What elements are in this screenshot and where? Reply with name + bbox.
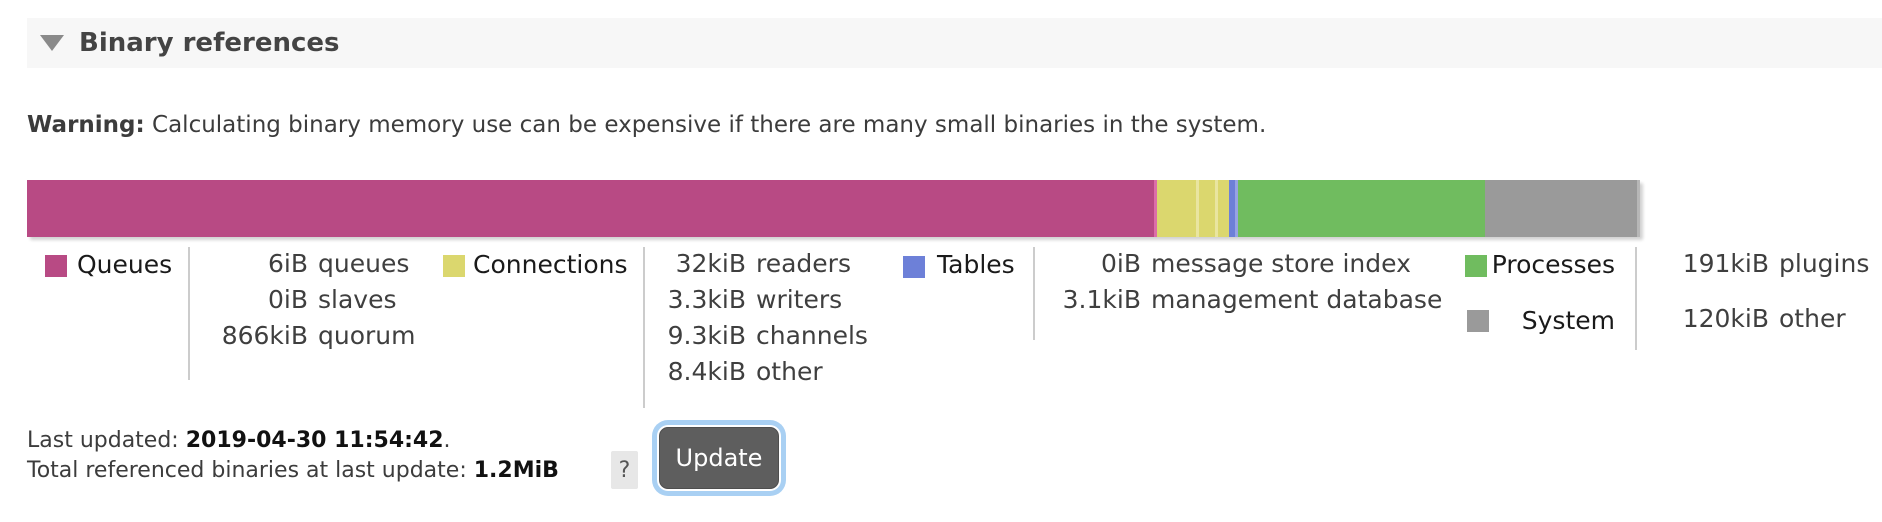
- value-queues: 6iB: [267, 249, 308, 278]
- legend-value-row: 866kiB quorum: [200, 322, 416, 350]
- legend-divider: [643, 247, 645, 408]
- bar-segment-queues[interactable]: [27, 180, 1154, 237]
- bar-segment-system[interactable]: [1485, 180, 1637, 237]
- collapse-arrow-icon: [40, 35, 64, 51]
- name-sys-other: other: [1779, 304, 1846, 333]
- legend-divider: [188, 247, 190, 380]
- bar-segment-connections-other[interactable]: [1218, 180, 1229, 237]
- connections-swatch: [443, 255, 465, 277]
- legend-value-row: 32kiB readers: [656, 250, 851, 278]
- tables-label: Tables: [937, 250, 1015, 279]
- name-conn-other: other: [756, 357, 823, 386]
- name-plugins: plugins: [1779, 249, 1870, 278]
- legend-divider: [1033, 247, 1035, 340]
- system-swatch: [1467, 310, 1489, 332]
- value-quorum: 866kiB: [221, 321, 308, 350]
- bar-segment-connections-readers[interactable]: [1157, 180, 1196, 237]
- value-conn-other: 8.4kiB: [667, 357, 746, 386]
- system-label: System: [1521, 306, 1615, 335]
- bar-segment-tables-mgmt[interactable]: [1235, 180, 1238, 237]
- name-quorum: quorum: [318, 321, 416, 350]
- total-value: 1.2MiB: [473, 458, 559, 483]
- update-button[interactable]: Update: [659, 427, 779, 489]
- warning-text: Warning: Calculating binary memory use c…: [27, 112, 1266, 138]
- value-channels: 9.3kiB: [667, 321, 746, 350]
- tables-swatch: [903, 256, 925, 278]
- name-channels: channels: [756, 321, 868, 350]
- last-updated-line: Last updated: 2019-04-30 11:54:42.: [27, 428, 451, 453]
- help-tooltip-button[interactable]: ?: [611, 451, 638, 489]
- legend-value-row: 120kiB other: [1659, 305, 1846, 333]
- queues-swatch: [45, 255, 67, 277]
- name-msg-store-index: message store index: [1151, 249, 1411, 278]
- bar-segment-system-edge[interactable]: [1637, 180, 1640, 237]
- warning-body: Calculating binary memory use can be exp…: [144, 112, 1267, 138]
- legend-divider: [1635, 247, 1637, 350]
- bar-segment-processes[interactable]: [1238, 180, 1485, 237]
- bar-segment-tables-index[interactable]: [1229, 180, 1235, 237]
- section-header-binary-references[interactable]: Binary references: [27, 18, 1882, 68]
- queues-label: Queues: [77, 250, 173, 279]
- value-mgmt-db: 3.1kiB: [1062, 285, 1141, 314]
- last-updated-value: 2019-04-30 11:54:42: [185, 428, 444, 453]
- bar-segment-connections-channels[interactable]: [1199, 180, 1215, 237]
- section-title: Binary references: [79, 28, 340, 58]
- name-mgmt-db: management database: [1151, 285, 1443, 314]
- value-plugins: 191kiB: [1682, 249, 1769, 278]
- value-slaves: 0iB: [267, 285, 308, 314]
- legend-value-row: 0iB slaves: [200, 286, 397, 314]
- connections-label: Connections: [473, 250, 628, 279]
- warning-prefix: Warning:: [27, 112, 145, 138]
- processes-label: Processes: [1491, 250, 1615, 279]
- bar-segment-connections-sep-2[interactable]: [1215, 180, 1218, 237]
- value-readers: 32kiB: [675, 249, 746, 278]
- last-updated-label: Last updated:: [27, 428, 179, 453]
- legend-value-row: 191kiB plugins: [1659, 249, 1870, 278]
- total-binaries-line: Total referenced binaries at last update…: [27, 458, 559, 483]
- name-readers: readers: [756, 249, 851, 278]
- total-label: Total referenced binaries at last update…: [27, 458, 467, 483]
- value-writers: 3.3kiB: [667, 285, 746, 314]
- value-msg-store-index: 0iB: [1100, 249, 1141, 278]
- legend-value-row: 3.1kiB management database: [1051, 285, 1443, 314]
- memory-bar: [27, 180, 1640, 237]
- name-queues: queues: [318, 249, 410, 278]
- value-sys-other: 120kiB: [1682, 304, 1769, 333]
- bar-segment-queues-edge[interactable]: [1154, 180, 1157, 237]
- name-slaves: slaves: [318, 285, 397, 314]
- bar-segment-connections-sep-1[interactable]: [1196, 180, 1199, 237]
- name-writers: writers: [756, 285, 843, 314]
- legend-value-row: 8.4kiB other: [656, 358, 823, 386]
- legend-value-row: 3.3kiB writers: [656, 285, 843, 314]
- legend-value-row: 0iB message store index: [1051, 250, 1411, 278]
- processes-swatch: [1465, 255, 1487, 277]
- legend-value-row: 9.3kiB channels: [656, 322, 868, 350]
- legend-value-row: 6iB queues: [200, 250, 409, 278]
- last-updated-suffix: .: [443, 428, 451, 453]
